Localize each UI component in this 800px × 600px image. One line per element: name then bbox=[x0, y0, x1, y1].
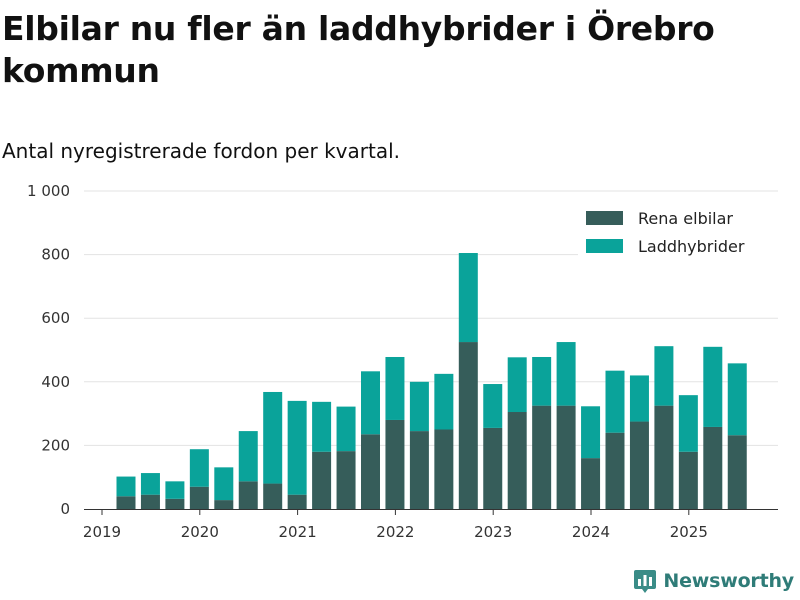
legend-label: Laddhybrider bbox=[638, 237, 745, 256]
x-tick-label: 2020 bbox=[181, 523, 219, 541]
bar-laddhybrider bbox=[385, 356, 405, 420]
legend-swatch bbox=[586, 239, 623, 253]
bar-laddhybrider bbox=[409, 381, 429, 432]
bar-rena-elbilar bbox=[385, 419, 405, 509]
y-tick-label: 800 bbox=[41, 246, 70, 264]
bar-laddhybrider bbox=[507, 357, 527, 413]
bar-laddhybrider bbox=[287, 400, 307, 495]
chart-subtitle: Antal nyregistrerade fordon per kvartal. bbox=[2, 139, 401, 163]
x-tick-label: 2025 bbox=[670, 523, 708, 541]
legend: Rena elbilar Laddhybrider bbox=[578, 203, 778, 263]
bar-rena-elbilar bbox=[507, 412, 527, 509]
bar-rena-elbilar bbox=[238, 481, 258, 509]
bar-rena-elbilar bbox=[581, 458, 601, 509]
bar-laddhybrider bbox=[703, 346, 723, 427]
x-tick-label: 2024 bbox=[572, 523, 610, 541]
bar-rena-elbilar bbox=[654, 405, 674, 509]
bar-rena-elbilar bbox=[361, 434, 380, 509]
y-tick-label: 1 000 bbox=[27, 182, 70, 200]
bar-rena-elbilar bbox=[214, 500, 234, 509]
bar-laddhybrider bbox=[458, 253, 478, 343]
x-tick-label: 2023 bbox=[474, 523, 512, 541]
bar-rena-elbilar bbox=[727, 435, 747, 509]
bar-laddhybrider bbox=[678, 395, 698, 452]
bar-laddhybrider bbox=[214, 467, 234, 501]
bar-chart-logo-icon bbox=[634, 570, 657, 593]
bar-rena-elbilar bbox=[409, 431, 429, 509]
x-tick-label: 2022 bbox=[376, 523, 414, 541]
newsworthy-logo: Newsworthy bbox=[633, 568, 794, 594]
bar-rena-elbilar bbox=[189, 486, 209, 509]
legend-label: Rena elbilar bbox=[638, 209, 733, 228]
bar-laddhybrider bbox=[336, 406, 356, 452]
bar-rena-elbilar bbox=[165, 498, 185, 509]
bar-laddhybrider bbox=[312, 401, 332, 452]
bar-laddhybrider bbox=[605, 370, 625, 433]
bar-laddhybrider bbox=[727, 363, 747, 436]
bar-rena-elbilar bbox=[629, 421, 649, 509]
bar-laddhybrider bbox=[361, 371, 380, 435]
bar-laddhybrider bbox=[581, 406, 601, 459]
bar-laddhybrider bbox=[238, 431, 258, 482]
bar-rena-elbilar bbox=[116, 496, 136, 509]
bar-laddhybrider bbox=[532, 356, 552, 406]
bar-laddhybrider bbox=[263, 391, 283, 484]
y-tick-label: 600 bbox=[41, 309, 70, 327]
y-axis-labels: 0 200 400 600 800 1 000 bbox=[27, 182, 70, 518]
y-tick-label: 0 bbox=[60, 500, 70, 518]
bar-laddhybrider bbox=[629, 375, 649, 422]
bar-rena-elbilar bbox=[605, 432, 625, 509]
bar-rena-elbilar bbox=[312, 451, 332, 509]
bar-laddhybrider bbox=[434, 373, 454, 430]
brand-name: Newsworthy bbox=[663, 570, 794, 592]
bar-laddhybrider bbox=[654, 346, 674, 406]
bars bbox=[116, 253, 747, 509]
bar-rena-elbilar bbox=[532, 405, 552, 509]
bar-rena-elbilar bbox=[287, 494, 307, 509]
bar-rena-elbilar bbox=[336, 451, 356, 509]
bar-rena-elbilar bbox=[140, 494, 160, 509]
x-axis: 2019 2020 2021 2022 2023 2024 2025 bbox=[83, 509, 778, 541]
bar-laddhybrider bbox=[116, 476, 136, 497]
y-tick-label: 400 bbox=[41, 373, 70, 391]
bar-laddhybrider bbox=[165, 481, 185, 499]
bar-laddhybrider bbox=[483, 384, 503, 428]
bar-rena-elbilar bbox=[263, 483, 283, 509]
bar-laddhybrider bbox=[556, 342, 576, 406]
bar-rena-elbilar bbox=[434, 429, 454, 509]
bar-rena-elbilar bbox=[458, 342, 478, 509]
legend-swatch bbox=[586, 211, 623, 225]
bar-laddhybrider bbox=[140, 473, 160, 495]
x-tick-label: 2019 bbox=[83, 523, 121, 541]
bar-rena-elbilar bbox=[483, 427, 503, 509]
bar-laddhybrider bbox=[189, 449, 209, 487]
chart-title: Elbilar nu fler än laddhybrider i Örebro… bbox=[2, 9, 715, 90]
bar-rena-elbilar bbox=[556, 405, 576, 509]
x-tick-label: 2021 bbox=[279, 523, 317, 541]
y-tick-label: 200 bbox=[41, 436, 70, 454]
bar-rena-elbilar bbox=[703, 426, 723, 509]
bar-rena-elbilar bbox=[678, 451, 698, 509]
